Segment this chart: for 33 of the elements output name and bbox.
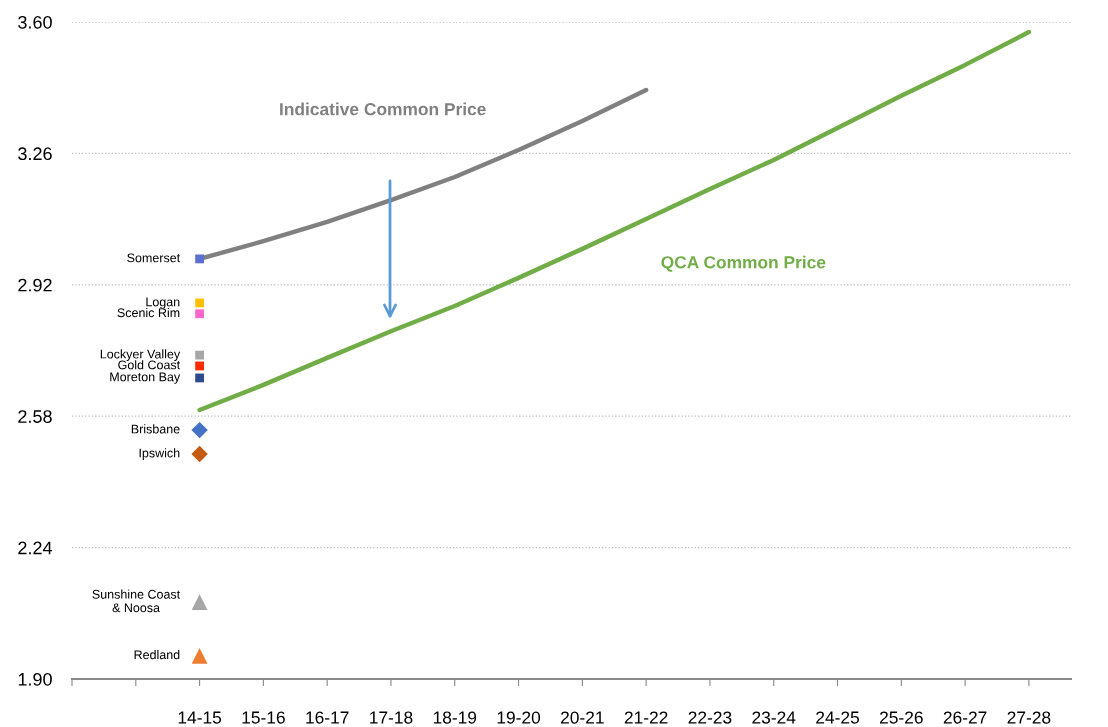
series-label: Ipswich <box>139 448 180 460</box>
y-tick-label: 2.24 <box>18 541 53 555</box>
text: Indicative Common Price <box>280 102 486 116</box>
x-tick-label: 19-20 <box>497 711 541 724</box>
y-tick-label: 3.26 <box>18 147 52 161</box>
x-tick-label: 23-24 <box>752 711 796 724</box>
series-label: Redland <box>134 649 180 660</box>
x-tick-label: 22-23 <box>688 711 732 724</box>
x-tick-label: 20-21 <box>561 711 604 724</box>
x-tick-label: 15-16 <box>242 711 285 724</box>
x-tick-label: 16-17 <box>306 711 349 724</box>
x-tick-label: 25-26 <box>879 711 923 724</box>
x-tick-label: 21-22 <box>624 711 668 724</box>
x-tick-label: 17-18 <box>370 711 413 724</box>
x-tick-label: 24-25 <box>816 711 859 724</box>
series-label: Gold Coast <box>118 360 181 370</box>
y-tick-label: 2.58 <box>18 410 52 423</box>
x-tick-label: 18-19 <box>433 711 477 724</box>
line-series <box>197 29 1032 413</box>
x-tick-label: 27-28 <box>1007 711 1051 724</box>
series-label: Brisbane <box>131 424 180 434</box>
text: QCA Common Price <box>661 255 826 272</box>
series-label: Sunshine Coast & Noosa <box>92 589 181 613</box>
series-label: Moreton Bay <box>110 372 181 384</box>
series-label: Logan <box>146 297 180 309</box>
series-label: Somerset <box>127 253 181 263</box>
series-label: Scenic Rim <box>117 307 180 318</box>
series-label: Lockyer Valley <box>100 349 181 361</box>
x-tick-label: 26-27 <box>943 711 987 724</box>
y-tick-label: 1.90 <box>18 672 52 686</box>
y-tick-label: 3.60 <box>18 15 52 29</box>
y-tick-label: 2.92 <box>18 278 52 292</box>
x-tick-label: 14-15 <box>178 711 222 724</box>
